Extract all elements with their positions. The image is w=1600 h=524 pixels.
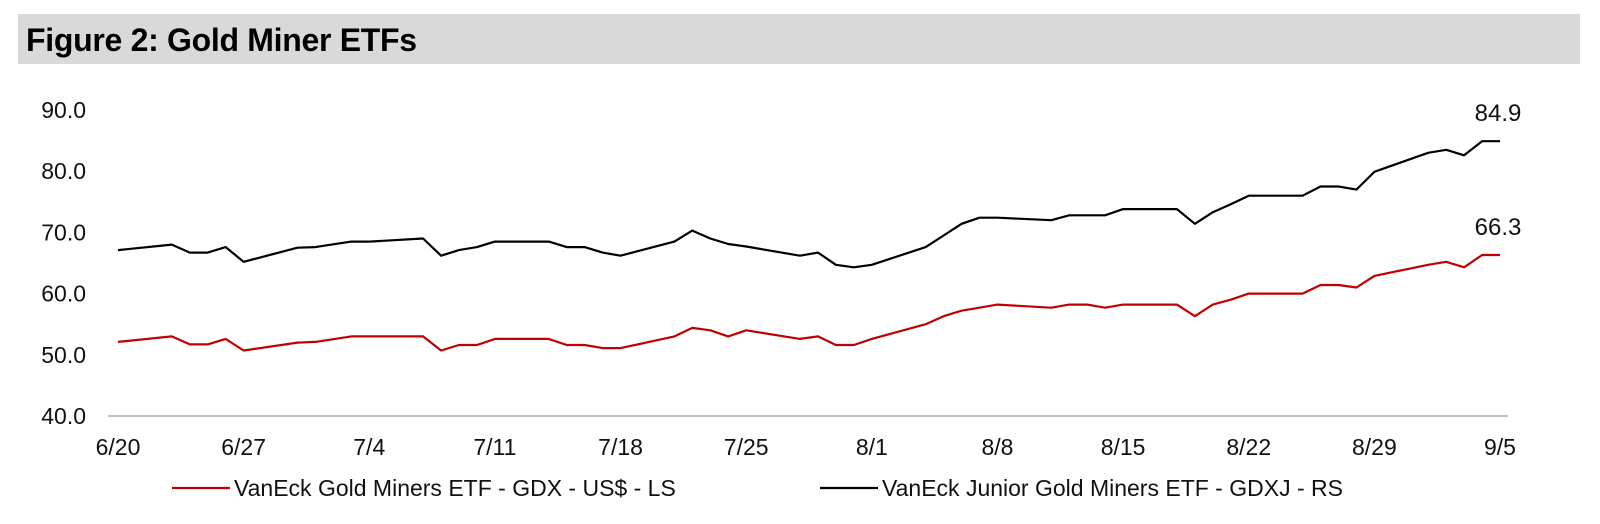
legend-label: VanEck Junior Gold Miners ETF - GDXJ - R… bbox=[882, 475, 1343, 501]
x-tick-label: 9/5 bbox=[1484, 434, 1516, 460]
x-tick-label: 8/22 bbox=[1226, 434, 1271, 460]
x-tick-label: 8/15 bbox=[1101, 434, 1146, 460]
y-tick-label: 90.0 bbox=[41, 97, 86, 123]
legend: VanEck Gold Miners ETF - GDX - US$ - LS V… bbox=[172, 475, 1343, 501]
chart-title: Figure 2: Gold Miner ETFs bbox=[26, 22, 417, 58]
end-labels: 84.9 66.3 bbox=[1475, 100, 1522, 241]
x-tick-label: 7/4 bbox=[353, 434, 385, 460]
title-bar: Figure 2: Gold Miner ETFs bbox=[18, 14, 1580, 64]
x-tick-label: 7/18 bbox=[598, 434, 643, 460]
x-axis-ticks: 6/20 6/27 7/4 7/11 7/18 7/25 8/1 8/8 8/15 8/22 8/2… bbox=[96, 434, 1516, 460]
x-tick-label: 6/20 bbox=[96, 434, 141, 460]
x-tick-label: 8/29 bbox=[1352, 434, 1397, 460]
legend-label: VanEck Gold Miners ETF - GDX - US$ - LS bbox=[234, 475, 676, 501]
y-tick-label: 40.0 bbox=[41, 403, 86, 429]
gdxj-end-label: 84.9 bbox=[1475, 100, 1522, 127]
x-tick-label: 6/27 bbox=[221, 434, 266, 460]
y-axis-ticks: 40.0 50.0 60.0 70.0 80.0 90.0 bbox=[41, 97, 86, 429]
y-tick-label: 80.0 bbox=[41, 158, 86, 184]
x-tick-label: 7/11 bbox=[473, 434, 516, 460]
x-tick-label: 8/8 bbox=[981, 434, 1013, 460]
gdxj-series-line bbox=[117, 140, 1500, 269]
series-lines bbox=[117, 140, 1500, 352]
y-tick-label: 50.0 bbox=[41, 342, 86, 368]
gdx-series-line bbox=[117, 253, 1500, 352]
y-tick-label: 60.0 bbox=[41, 281, 86, 307]
x-tick-label: 8/1 bbox=[856, 434, 888, 460]
gdx-end-label: 66.3 bbox=[1475, 214, 1522, 241]
y-tick-label: 70.0 bbox=[41, 219, 86, 245]
x-tick-label: 7/25 bbox=[724, 434, 769, 460]
